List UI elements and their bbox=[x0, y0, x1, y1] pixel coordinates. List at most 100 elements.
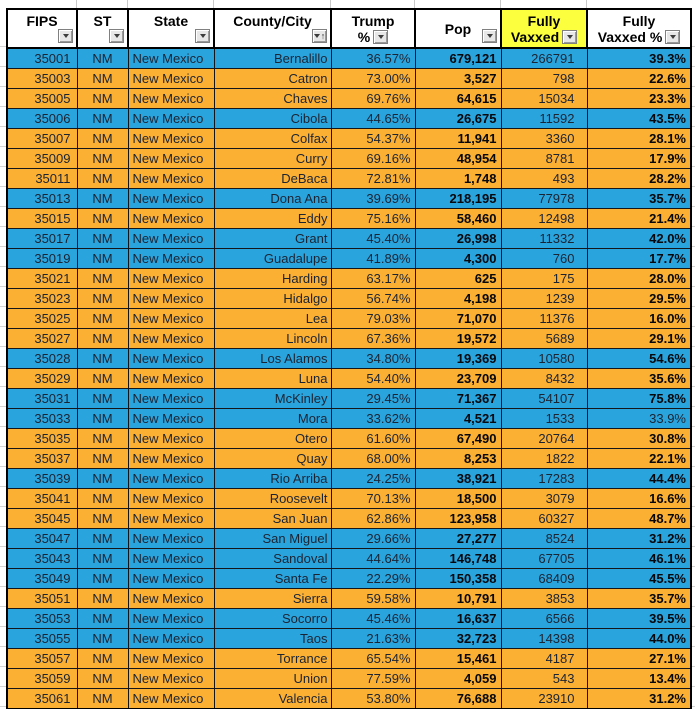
cell-fully-vaxxed[interactable]: 23910 bbox=[500, 688, 588, 709]
cell-state[interactable]: New Mexico bbox=[127, 288, 215, 309]
cell-fips[interactable]: 35043 bbox=[6, 548, 78, 569]
cell-fips[interactable]: 35041 bbox=[6, 488, 78, 509]
cell-trump-pct[interactable]: 39.69% bbox=[330, 188, 416, 209]
cell-fully-vaxxed[interactable]: 54107 bbox=[500, 388, 588, 409]
cell-fully-vaxxed[interactable]: 5689 bbox=[500, 328, 588, 349]
cell-pop[interactable]: 123,958 bbox=[414, 508, 502, 529]
cell-fips[interactable]: 35059 bbox=[6, 668, 78, 689]
cell-state[interactable]: New Mexico bbox=[127, 468, 215, 489]
cell-county[interactable]: San Miguel bbox=[213, 528, 332, 549]
cell-pop[interactable]: 8,253 bbox=[414, 448, 502, 469]
cell-fully-vaxxed-pct[interactable]: 16.6% bbox=[586, 488, 692, 509]
cell-fully-vaxxed-pct[interactable]: 17.9% bbox=[586, 148, 692, 169]
cell-fully-vaxxed[interactable]: 11332 bbox=[500, 228, 588, 249]
cell-fully-vaxxed[interactable]: 175 bbox=[500, 268, 588, 289]
cell-fips[interactable]: 35055 bbox=[6, 628, 78, 649]
cell-fully-vaxxed[interactable]: 8781 bbox=[500, 148, 588, 169]
filter-button-fips[interactable] bbox=[58, 29, 73, 43]
cell-fully-vaxxed[interactable]: 14398 bbox=[500, 628, 588, 649]
cell-fully-vaxxed-pct[interactable]: 23.3% bbox=[586, 88, 692, 109]
cell-county[interactable]: Eddy bbox=[213, 208, 332, 229]
cell-state[interactable]: New Mexico bbox=[127, 328, 215, 349]
filter-button-state[interactable] bbox=[195, 29, 210, 43]
cell-pop[interactable]: 218,195 bbox=[414, 188, 502, 209]
cell-fully-vaxxed[interactable]: 1533 bbox=[500, 408, 588, 429]
cell-trump-pct[interactable]: 73.00% bbox=[330, 68, 416, 89]
cell-trump-pct[interactable]: 29.66% bbox=[330, 528, 416, 549]
cell-fips[interactable]: 35033 bbox=[6, 408, 78, 429]
cell-pop[interactable]: 23,709 bbox=[414, 368, 502, 389]
cell-fully-vaxxed-pct[interactable]: 21.4% bbox=[586, 208, 692, 229]
cell-state[interactable]: New Mexico bbox=[127, 488, 215, 509]
cell-fully-vaxxed-pct[interactable]: 29.1% bbox=[586, 328, 692, 349]
cell-st[interactable]: NM bbox=[76, 668, 129, 689]
cell-st[interactable]: NM bbox=[76, 368, 129, 389]
header-st[interactable]: ST bbox=[76, 8, 129, 49]
cell-county[interactable]: Otero bbox=[213, 428, 332, 449]
cell-fully-vaxxed[interactable]: 8524 bbox=[500, 528, 588, 549]
cell-county[interactable]: Colfax bbox=[213, 128, 332, 149]
cell-fully-vaxxed[interactable]: 760 bbox=[500, 248, 588, 269]
cell-fully-vaxxed[interactable]: 11592 bbox=[500, 108, 588, 129]
cell-fully-vaxxed[interactable]: 4187 bbox=[500, 648, 588, 669]
cell-trump-pct[interactable]: 45.40% bbox=[330, 228, 416, 249]
filter-button-fully-vaxxed-pct[interactable] bbox=[665, 29, 681, 44]
filter-button-trump-pct[interactable] bbox=[373, 29, 389, 44]
cell-pop[interactable]: 4,059 bbox=[414, 668, 502, 689]
cell-st[interactable]: NM bbox=[76, 148, 129, 169]
cell-state[interactable]: New Mexico bbox=[127, 388, 215, 409]
cell-pop[interactable]: 679,121 bbox=[414, 47, 502, 69]
cell-fully-vaxxed-pct[interactable]: 28.1% bbox=[586, 128, 692, 149]
cell-trump-pct[interactable]: 33.62% bbox=[330, 408, 416, 429]
cell-county[interactable]: Hidalgo bbox=[213, 288, 332, 309]
cell-st[interactable]: NM bbox=[76, 268, 129, 289]
cell-fully-vaxxed-pct[interactable]: 31.2% bbox=[586, 528, 692, 549]
cell-fips[interactable]: 35009 bbox=[6, 148, 78, 169]
cell-fips[interactable]: 35053 bbox=[6, 608, 78, 629]
cell-fully-vaxxed[interactable]: 543 bbox=[500, 668, 588, 689]
cell-fully-vaxxed-pct[interactable]: 35.6% bbox=[586, 368, 692, 389]
cell-st[interactable]: NM bbox=[76, 488, 129, 509]
cell-state[interactable]: New Mexico bbox=[127, 368, 215, 389]
filter-button-st[interactable] bbox=[109, 29, 124, 43]
cell-pop[interactable]: 146,748 bbox=[414, 548, 502, 569]
filter-button-pop[interactable] bbox=[482, 29, 497, 43]
cell-county[interactable]: Dona Ana bbox=[213, 188, 332, 209]
cell-st[interactable]: NM bbox=[76, 47, 129, 69]
cell-fully-vaxxed-pct[interactable]: 35.7% bbox=[586, 588, 692, 609]
cell-county[interactable]: Rio Arriba bbox=[213, 468, 332, 489]
cell-st[interactable]: NM bbox=[76, 608, 129, 629]
cell-trump-pct[interactable]: 44.64% bbox=[330, 548, 416, 569]
cell-county[interactable]: Catron bbox=[213, 68, 332, 89]
cell-fully-vaxxed[interactable]: 798 bbox=[500, 68, 588, 89]
cell-state[interactable]: New Mexico bbox=[127, 528, 215, 549]
cell-trump-pct[interactable]: 70.13% bbox=[330, 488, 416, 509]
cell-fully-vaxxed[interactable]: 1822 bbox=[500, 448, 588, 469]
cell-pop[interactable]: 18,500 bbox=[414, 488, 502, 509]
cell-fully-vaxxed[interactable]: 3853 bbox=[500, 588, 588, 609]
cell-county[interactable]: Roosevelt bbox=[213, 488, 332, 509]
cell-pop[interactable]: 71,367 bbox=[414, 388, 502, 409]
cell-trump-pct[interactable]: 56.74% bbox=[330, 288, 416, 309]
header-fips[interactable]: FIPS bbox=[6, 8, 78, 49]
cell-county[interactable]: Los Alamos bbox=[213, 348, 332, 369]
cell-fully-vaxxed[interactable]: 1239 bbox=[500, 288, 588, 309]
cell-state[interactable]: New Mexico bbox=[127, 108, 215, 129]
cell-fully-vaxxed[interactable]: 3079 bbox=[500, 488, 588, 509]
cell-state[interactable]: New Mexico bbox=[127, 428, 215, 449]
cell-fips[interactable]: 35006 bbox=[6, 108, 78, 129]
cell-st[interactable]: NM bbox=[76, 68, 129, 89]
cell-pop[interactable]: 1,748 bbox=[414, 168, 502, 189]
cell-trump-pct[interactable]: 68.00% bbox=[330, 448, 416, 469]
cell-trump-pct[interactable]: 41.89% bbox=[330, 248, 416, 269]
cell-county[interactable]: Taos bbox=[213, 628, 332, 649]
cell-state[interactable]: New Mexico bbox=[127, 248, 215, 269]
cell-st[interactable]: NM bbox=[76, 108, 129, 129]
cell-fully-vaxxed-pct[interactable]: 28.0% bbox=[586, 268, 692, 289]
cell-fully-vaxxed-pct[interactable]: 44.4% bbox=[586, 468, 692, 489]
cell-fips[interactable]: 35061 bbox=[6, 688, 78, 709]
cell-fips[interactable]: 35037 bbox=[6, 448, 78, 469]
cell-fips[interactable]: 35015 bbox=[6, 208, 78, 229]
cell-county[interactable]: Guadalupe bbox=[213, 248, 332, 269]
cell-st[interactable]: NM bbox=[76, 688, 129, 709]
